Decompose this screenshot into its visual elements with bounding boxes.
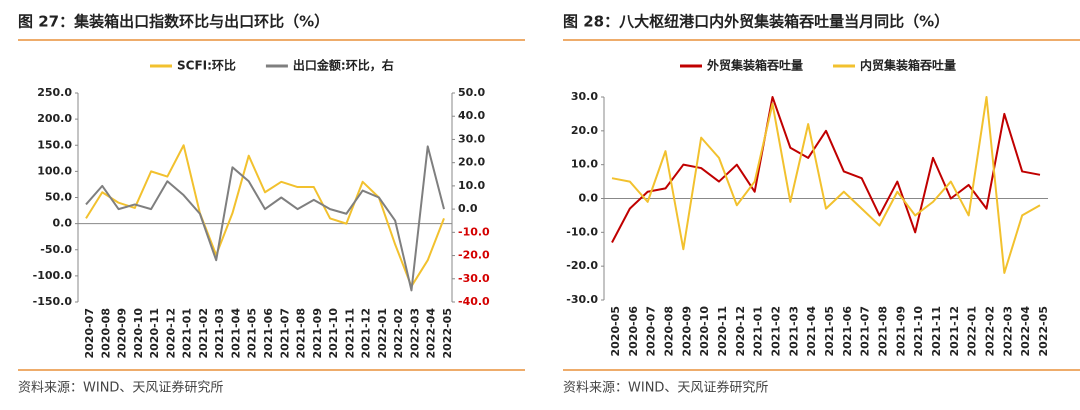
x-tick-label: 2020-07 [83, 308, 96, 359]
x-tick-label: 2021-09 [311, 308, 324, 359]
x-tick-label: 2020-08 [663, 306, 676, 357]
x-tick-label: 2020-11 [148, 308, 161, 359]
y2-tick-label: 10.0 [458, 179, 485, 192]
x-tick-label: 2020-07 [645, 306, 658, 357]
x-tick-label: 2021-02 [197, 308, 210, 359]
series-line [85, 144, 445, 288]
x-tick-label: 2021-05 [823, 306, 836, 357]
y-tick-label: -10.0 [566, 225, 598, 238]
x-tick-label: 2020-09 [680, 306, 693, 357]
y2-tick-label: -20.0 [458, 249, 490, 262]
y-tick-label: 30.0 [571, 90, 598, 103]
y2-tick-label: -30.0 [458, 272, 490, 285]
y2-tick-label: 20.0 [458, 156, 485, 169]
x-tick-label: 2022-03 [1001, 306, 1014, 357]
source-note: 资料来源：WIND、天风证券研究所 [563, 380, 768, 396]
x-tick-label: 2021-04 [805, 306, 818, 357]
x-tick-label: 2021-01 [181, 308, 194, 359]
series-line [611, 96, 1041, 274]
x-tick-label: 2021-02 [770, 306, 783, 357]
y-tick-label: -150.0 [33, 295, 73, 308]
x-tick-label: 2022-02 [392, 308, 405, 359]
y2-tick-label: 40.0 [458, 109, 485, 122]
y2-tick-label: 0.0 [458, 202, 478, 215]
x-tick-label: 2022-01 [966, 306, 979, 357]
x-tick-label: 2021-06 [262, 308, 275, 359]
x-tick-label: 2021-12 [360, 308, 373, 359]
x-tick-label: 2021-07 [278, 308, 291, 359]
y2-tick-label: -40.0 [458, 295, 490, 308]
x-tick-label: 2021-03 [213, 308, 226, 359]
x-tick-label: 2021-08 [295, 308, 308, 359]
chart-title: 图 27：集装箱出口指数环比与出口环比（%） [18, 13, 329, 31]
x-tick-label: 2020-10 [698, 306, 711, 357]
x-tick-label: 2021-08 [877, 306, 890, 357]
y-tick-label: -50.0 [40, 243, 72, 256]
x-tick-label: 2020-09 [116, 308, 129, 359]
legend-label: 内贸集装箱吞吐量 [860, 58, 956, 73]
x-tick-label: 2020-12 [734, 306, 747, 357]
y-tick-label: 50.0 [45, 191, 72, 204]
x-tick-label: 2022-02 [984, 306, 997, 357]
x-tick-label: 2020-12 [164, 308, 177, 359]
y-tick-label: 250.0 [37, 86, 72, 99]
chart-title: 图 28：八大枢纽港口内外贸集装箱吞吐量当月同比（%） [563, 13, 949, 31]
x-tick-label: 2021-09 [894, 306, 907, 357]
y2-tick-label: 50.0 [458, 86, 485, 99]
legend-label: 出口金额:环比，右 [293, 58, 394, 73]
x-tick-label: 2021-12 [948, 306, 961, 357]
x-tick-label: 2021-10 [327, 308, 340, 359]
y-tick-label: 0.0 [579, 192, 599, 205]
y-tick-label: 200.0 [37, 112, 72, 125]
y-tick-label: 150.0 [37, 138, 72, 151]
x-tick-label: 2022-01 [376, 308, 389, 359]
y-tick-label: 20.0 [571, 124, 598, 137]
x-tick-label: 2021-04 [229, 308, 242, 359]
x-tick-label: 2020-06 [627, 306, 640, 357]
x-tick-label: 2020-11 [716, 306, 729, 357]
x-tick-label: 2021-03 [787, 306, 800, 357]
source-note: 资料来源：WIND、天风证券研究所 [18, 380, 223, 396]
y-tick-label: -100.0 [33, 269, 73, 282]
x-tick-label: 2022-05 [441, 308, 454, 359]
x-tick-label: 2022-04 [1019, 306, 1032, 357]
x-tick-label: 2021-05 [246, 308, 259, 359]
y-tick-label: -30.0 [566, 293, 598, 306]
legend-label: 外贸集装箱吞吐量 [707, 58, 803, 73]
x-tick-label: 2021-11 [343, 308, 356, 359]
x-tick-label: 2021-06 [841, 306, 854, 357]
x-tick-label: 2021-10 [912, 306, 925, 357]
y-tick-label: 10.0 [571, 158, 598, 171]
x-tick-label: 2020-08 [99, 308, 112, 359]
x-tick-label: 2021-07 [859, 306, 872, 357]
y2-tick-label: -10.0 [458, 225, 490, 238]
x-tick-label: 2020-05 [609, 306, 622, 357]
y-tick-label: 100.0 [37, 164, 72, 177]
x-tick-label: 2020-10 [132, 308, 145, 359]
y2-tick-label: 30.0 [458, 132, 485, 145]
series-line [85, 145, 445, 292]
x-tick-label: 2021-01 [752, 306, 765, 357]
series-line [611, 96, 1041, 243]
y-tick-label: -20.0 [566, 259, 598, 272]
y-tick-label: 0.0 [53, 217, 73, 230]
x-tick-label: 2022-04 [425, 308, 438, 359]
x-tick-label: 2022-03 [408, 308, 421, 359]
legend-label: SCFI:环比 [177, 58, 236, 73]
x-tick-label: 2021-11 [930, 306, 943, 357]
x-tick-label: 2022-05 [1037, 306, 1050, 357]
